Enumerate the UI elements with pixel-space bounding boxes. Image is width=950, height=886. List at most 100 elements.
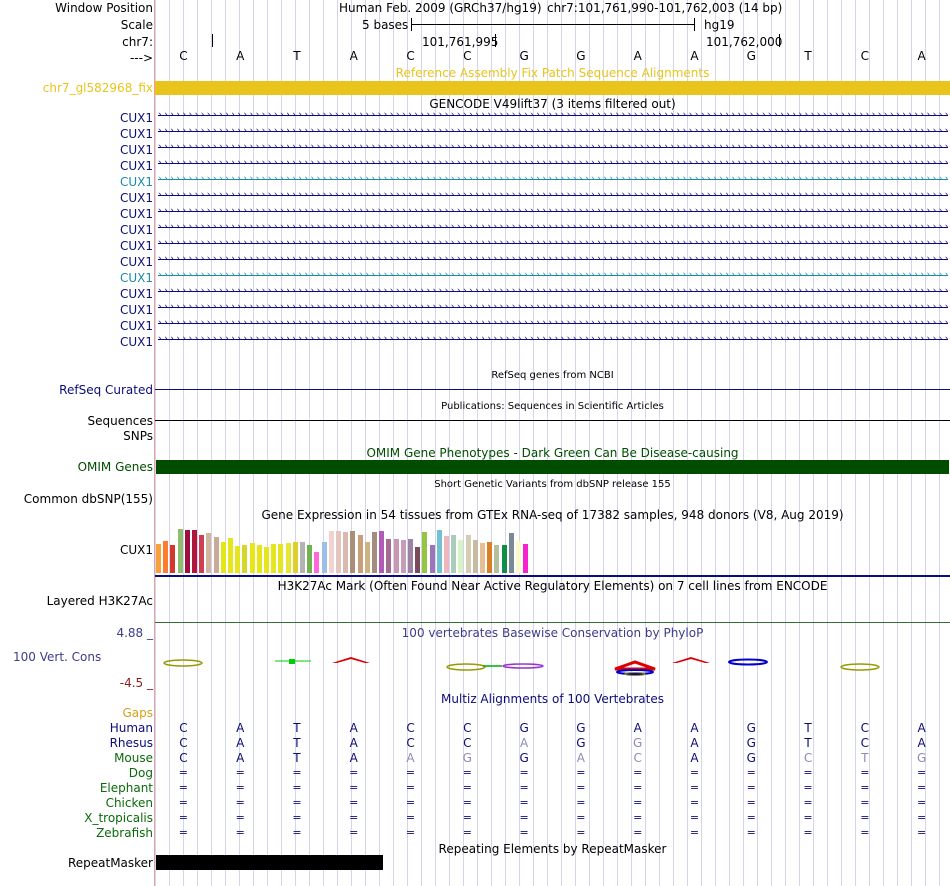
gtex-tissue-bar[interactable] [386, 539, 392, 573]
gene-transcript-line[interactable] [158, 291, 948, 292]
publications-title[interactable]: Publications: Sequences in Scientific Ar… [441, 401, 664, 412]
gtex-tissue-bar[interactable] [508, 533, 514, 573]
gene-label[interactable]: CUX1 [119, 239, 153, 253]
species-label[interactable]: Dog [128, 766, 153, 780]
refseq-label[interactable]: RefSeq Curated [59, 383, 153, 397]
species-label[interactable]: Mouse [114, 751, 153, 765]
species-label[interactable]: Elephant [99, 781, 153, 795]
gtex-tissue-bar[interactable] [350, 531, 356, 573]
gtex-tissue-bar[interactable] [429, 545, 435, 573]
refseq-title[interactable]: RefSeq genes from NCBI [491, 370, 614, 381]
multiz-title[interactable]: Multiz Alignments of 100 Vertebrates [440, 692, 665, 706]
dbsnp-label[interactable]: Common dbSNP(155) [23, 492, 153, 506]
gene-label[interactable]: CUX1 [119, 271, 153, 285]
h3k27ac-label[interactable]: Layered H3K27Ac [46, 594, 153, 608]
gtex-bar-chart[interactable] [156, 523, 536, 573]
publications-label-sequences[interactable]: Sequences [87, 414, 153, 428]
gene-transcript-line[interactable] [158, 131, 948, 132]
gtex-tissue-bar[interactable] [249, 543, 255, 573]
gencode-title[interactable]: GENCODE V49lift37 (3 items filtered out) [429, 97, 676, 111]
gtex-tissue-bar[interactable] [264, 547, 269, 573]
gene-label[interactable]: CUX1 [119, 175, 153, 189]
gene-label[interactable]: CUX1 [119, 335, 153, 349]
gtex-tissue-bar[interactable] [472, 540, 478, 573]
gene-transcript-line[interactable] [158, 211, 948, 212]
gtex-tissue-bar[interactable] [242, 545, 248, 573]
dbsnp-title[interactable]: Short Genetic Variants from dbSNP releas… [434, 479, 671, 490]
gtex-tissue-bar[interactable] [408, 539, 413, 573]
position-range[interactable]: chr7:101,761,990-101,762,003 (14 bp) [547, 1, 783, 15]
gtex-tissue-bar[interactable] [256, 545, 262, 573]
repeatmasker-title[interactable]: Repeating Elements by RepeatMasker [438, 842, 667, 856]
gtex-tissue-bar[interactable] [465, 535, 471, 573]
gene-transcript-line[interactable] [158, 307, 948, 308]
cons-label[interactable]: 100 Vert. Cons [13, 650, 102, 664]
gtex-tissue-bar[interactable] [451, 535, 457, 573]
gtex-tissue-bar[interactable] [321, 542, 327, 573]
fix-patch-label[interactable]: chr7_gl582968_fix [42, 81, 153, 95]
gtex-tissue-bar[interactable] [206, 533, 212, 573]
fix-patch-title[interactable]: Reference Assembly Fix Patch Sequence Al… [395, 66, 710, 80]
species-label[interactable]: Chicken [105, 796, 153, 810]
gtex-tissue-bar[interactable] [292, 542, 298, 573]
gene-label[interactable]: CUX1 [119, 143, 153, 157]
refseq-track[interactable] [155, 389, 950, 390]
gene-label[interactable]: CUX1 [119, 111, 153, 125]
gene-label[interactable]: CUX1 [119, 255, 153, 269]
gtex-tissue-bar[interactable] [213, 537, 219, 573]
gtex-tissue-bar[interactable] [415, 547, 421, 573]
gtex-tissue-bar[interactable] [379, 531, 385, 573]
gene-transcript-line[interactable] [158, 339, 948, 340]
gtex-tissue-bar[interactable] [494, 545, 500, 573]
gtex-tissue-bar[interactable] [199, 535, 205, 573]
omim-label[interactable]: OMIM Genes [77, 460, 153, 474]
gtex-tissue-bar[interactable] [400, 540, 406, 573]
gene-transcript-line[interactable] [158, 227, 948, 228]
gtex-tissue-bar[interactable] [393, 539, 399, 573]
gtex-tissue-bar[interactable] [480, 543, 485, 573]
gene-label[interactable]: CUX1 [119, 207, 153, 221]
gtex-tissue-bar[interactable] [364, 542, 370, 573]
gene-transcript-line[interactable] [158, 179, 948, 180]
gtex-tissue-bar[interactable] [314, 552, 320, 573]
gtex-tissue-bar[interactable] [328, 531, 334, 573]
h3k27ac-title[interactable]: H3K27Ac Mark (Often Found Near Active Re… [277, 579, 828, 593]
gene-transcript-line[interactable] [158, 195, 948, 196]
gtex-tissue-bar[interactable] [163, 541, 169, 573]
gene-label[interactable]: CUX1 [119, 223, 153, 237]
gene-label[interactable]: CUX1 [119, 127, 153, 141]
gene-label[interactable]: CUX1 [119, 319, 153, 333]
gtex-tissue-bar[interactable] [278, 544, 284, 573]
gene-label[interactable]: CUX1 [119, 303, 153, 317]
gtex-tissue-bar[interactable] [307, 545, 313, 573]
gtex-tissue-bar[interactable] [285, 543, 291, 573]
gtex-tissue-bar[interactable] [357, 535, 363, 573]
publications-label-snps[interactable]: SNPs [123, 429, 153, 443]
repeatmasker-label[interactable]: RepeatMasker [67, 856, 153, 870]
gene-transcript-line[interactable] [158, 163, 948, 164]
gtex-title[interactable]: Gene Expression in 54 tissues from GTEx … [261, 508, 844, 522]
gene-transcript-line[interactable] [158, 243, 948, 244]
publications-track[interactable] [155, 420, 950, 421]
species-label[interactable]: X_tropicalis [84, 811, 153, 825]
gtex-tissue-bar[interactable] [192, 530, 197, 573]
species-label[interactable]: Zebrafish [96, 826, 153, 840]
gtex-tissue-bar[interactable] [444, 536, 449, 573]
gtex-tissue-bar[interactable] [422, 532, 428, 573]
gene-transcript-line[interactable] [158, 147, 948, 148]
gtex-tissue-bar[interactable] [220, 542, 226, 573]
gtex-tissue-bar[interactable] [436, 530, 442, 573]
gtex-tissue-bar[interactable] [523, 544, 529, 573]
omim-title[interactable]: OMIM Gene Phenotypes - Dark Green Can Be… [366, 446, 739, 460]
gtex-tissue-bar[interactable] [336, 531, 341, 573]
gtex-tissue-bar[interactable] [271, 544, 277, 573]
cons-title[interactable]: 100 vertebrates Basewise Conservation by… [401, 626, 704, 640]
gene-transcript-line[interactable] [158, 275, 948, 276]
repeatmasker-element[interactable] [156, 855, 383, 870]
omim-bar[interactable] [156, 460, 949, 474]
gtex-tissue-bar[interactable] [372, 532, 377, 573]
gtex-tissue-bar[interactable] [487, 542, 493, 573]
gene-transcript-line[interactable] [158, 259, 948, 260]
species-label[interactable]: Rhesus [109, 736, 153, 750]
cons-sequence-logo[interactable] [155, 650, 950, 690]
